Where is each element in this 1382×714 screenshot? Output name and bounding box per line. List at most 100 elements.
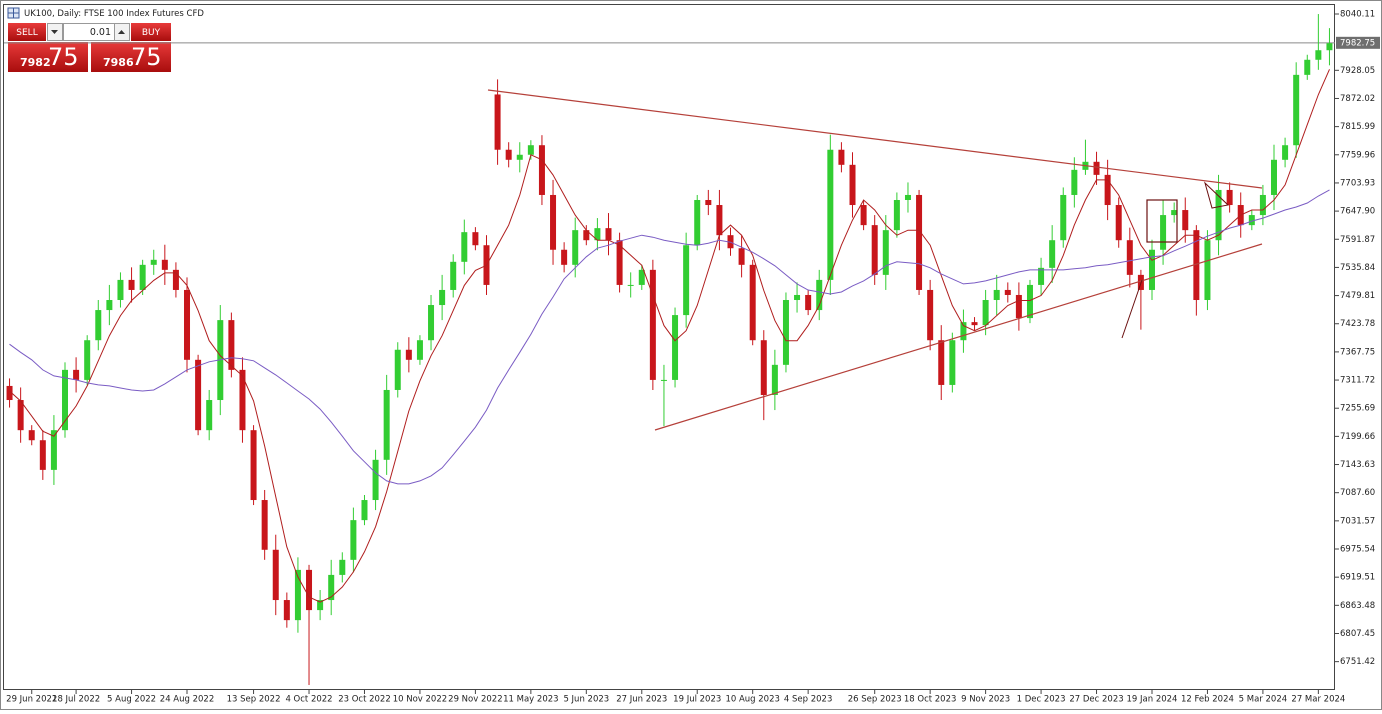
candle-body: [117, 279, 124, 301]
triangle-object: [1204, 181, 1230, 209]
candle-body: [1204, 240, 1211, 301]
lot-value[interactable]: 0.01: [90, 27, 111, 38]
candle-body: [683, 245, 690, 316]
y-tick-label: 6919.51: [1340, 573, 1375, 583]
candle-body: [239, 369, 246, 431]
candle-body: [394, 349, 401, 390]
x-tick-label: 5 Mar 2024: [1239, 695, 1287, 705]
candle-body: [328, 574, 335, 601]
x-tick-label: 26 Sep 2023: [848, 695, 902, 705]
x-tick-label: 4 Sep 2023: [784, 695, 832, 705]
candle-body: [860, 205, 867, 226]
candle-body: [827, 149, 834, 280]
candle-body: [1326, 43, 1333, 51]
candle-body: [6, 385, 13, 401]
candle-body: [361, 500, 368, 521]
candle-body: [760, 340, 767, 395]
candle-body: [28, 430, 35, 441]
candle-body: [1215, 189, 1222, 241]
sell-pips[interactable]: 75: [48, 43, 79, 71]
candle-body: [73, 369, 80, 380]
y-tick-label: 7928.05: [1340, 66, 1375, 76]
candle-body: [372, 459, 379, 501]
candle-body: [1270, 159, 1277, 195]
candle-body: [1304, 59, 1311, 75]
x-tick-label: 9 Nov 2023: [961, 695, 1010, 705]
buy-pips[interactable]: 75: [131, 43, 162, 71]
x-tick-label: 18 Oct 2023: [904, 695, 957, 705]
candle-body: [106, 300, 113, 311]
candle-body: [638, 269, 645, 285]
candle-body: [849, 164, 856, 206]
candle-body: [1104, 174, 1111, 206]
candle-body: [206, 400, 213, 431]
y-tick-label: 7087.60: [1340, 488, 1375, 498]
y-tick-label: 7535.84: [1340, 263, 1375, 273]
sell-button[interactable]: [8, 23, 46, 41]
candle-body: [583, 230, 590, 241]
candle-body: [561, 249, 568, 265]
sell-price-box[interactable]: [8, 42, 88, 72]
candle-body: [1148, 249, 1155, 290]
candle-body: [1282, 145, 1289, 160]
candle-body: [306, 569, 313, 611]
candle-body: [383, 389, 390, 460]
y-tick-label: 7255.69: [1340, 404, 1375, 414]
candle-body: [1293, 74, 1300, 146]
candle-body: [1126, 240, 1133, 275]
sell-label[interactable]: SELL: [16, 28, 37, 38]
buy-price-box[interactable]: [91, 42, 171, 72]
candle-body: [749, 264, 756, 341]
candle-body: [605, 228, 612, 241]
candle-body: [1026, 284, 1033, 319]
candle-body: [960, 322, 967, 341]
plot-frame: [3, 4, 1335, 690]
current-price-label: 7982.75: [1340, 38, 1375, 48]
candle-body: [982, 300, 989, 326]
candle-body: [916, 194, 923, 290]
candle-body: [1015, 294, 1022, 319]
candle-body: [317, 600, 324, 611]
candle-body: [1226, 189, 1233, 206]
y-tick-label: 7199.66: [1340, 432, 1375, 442]
y-tick-label: 6863.48: [1340, 601, 1375, 611]
trend-line: [487, 89, 1263, 189]
candle-body: [339, 559, 346, 575]
candle-body: [927, 289, 934, 341]
buy-label[interactable]: BUY: [142, 28, 161, 38]
x-tick-label: 13 Sep 2022: [227, 695, 281, 705]
candle-body: [184, 289, 191, 360]
candle-body: [494, 94, 501, 150]
y-tick-label: 6807.45: [1340, 629, 1375, 639]
x-tick-label: 19 Jan 2024: [1127, 695, 1178, 705]
candle-body: [250, 430, 257, 501]
buy-button[interactable]: [131, 23, 171, 41]
candle-body: [949, 340, 956, 385]
candle-body: [1071, 169, 1078, 195]
x-tick-label: 19 Jul 2023: [673, 695, 721, 705]
candle-body: [95, 310, 102, 341]
candle-body: [716, 205, 723, 236]
x-tick-label: 5 Aug 2022: [107, 695, 156, 705]
candle-body: [782, 300, 789, 365]
y-tick-label: 7479.81: [1340, 291, 1375, 301]
candle-body: [261, 500, 268, 550]
candle-body: [738, 248, 745, 265]
candle-body: [172, 269, 179, 290]
candle-body: [538, 145, 545, 195]
y-tick-label: 8040.11: [1340, 9, 1375, 19]
candle-body: [283, 600, 290, 621]
candle-body: [805, 294, 812, 311]
candle-body: [39, 440, 46, 470]
candle-body: [161, 259, 168, 270]
moving-average: [9, 189, 1330, 485]
sell-price[interactable]: 7982: [20, 56, 51, 69]
y-tick-label: 7143.63: [1340, 460, 1375, 470]
candle-body: [993, 289, 1000, 301]
y-tick-label: 7591.87: [1340, 235, 1375, 245]
x-tick-label: 11 May 2023: [503, 695, 558, 705]
buy-price[interactable]: 7986: [103, 56, 134, 69]
candle-body: [1160, 215, 1167, 250]
candle-body: [505, 149, 512, 160]
